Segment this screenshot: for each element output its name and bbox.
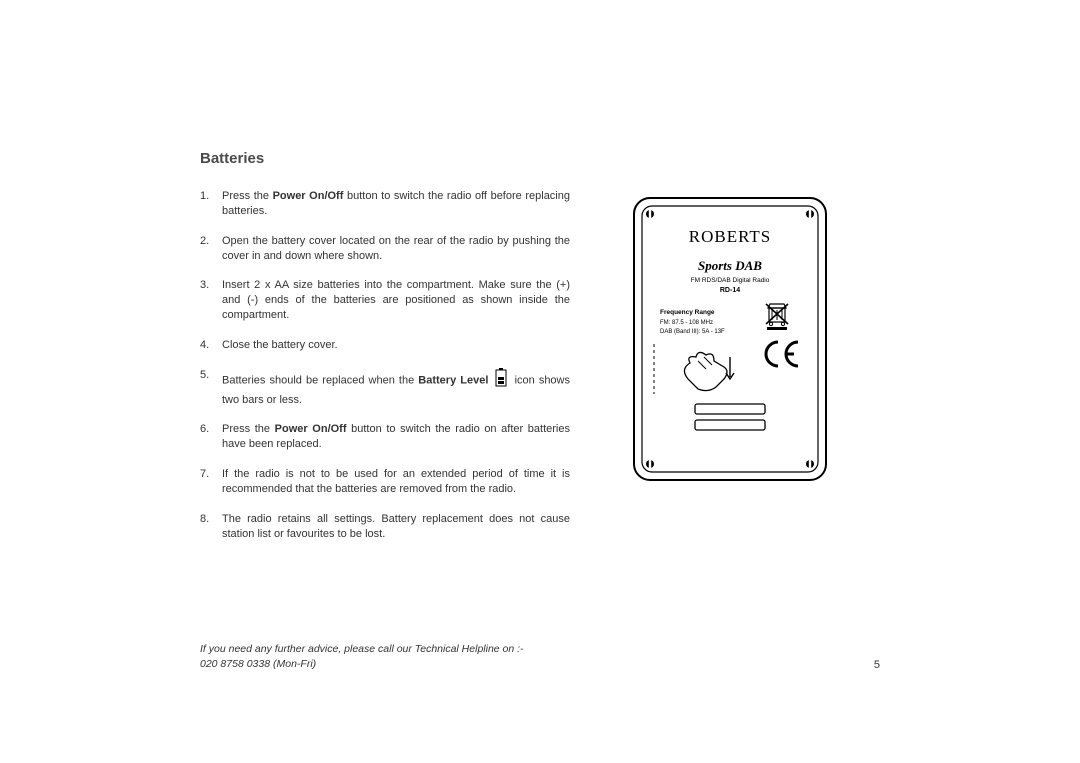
page-number: 5 (874, 659, 880, 671)
battery-level-label: Battery Level (418, 374, 488, 386)
helpline-footer: If you need any further advice, please c… (200, 642, 524, 674)
battery-slot (695, 420, 765, 430)
step-7: If the radio is not to be used for an ex… (200, 467, 570, 497)
step-text: Press the (222, 423, 275, 435)
step-6: Press the Power On/Off button to switch … (200, 422, 570, 452)
product-text: Sports DAB (698, 258, 762, 273)
content-row: Press the Power On/Off button to switch … (200, 189, 885, 557)
step-text: Open the battery cover located on the re… (222, 235, 570, 262)
device-illustration: ROBERTS Sports DAB FM RDS/DAB Digital Ra… (630, 194, 830, 484)
step-text: Press the (222, 190, 273, 202)
battery-level-icon (494, 368, 508, 393)
step-4: Close the battery cover. (200, 338, 570, 353)
step-5: Batteries should be replaced when the Ba… (200, 368, 570, 408)
manual-page: Batteries Press the Power On/Off button … (0, 0, 1080, 763)
power-onoff-label: Power On/Off (273, 190, 344, 202)
illustration-column: ROBERTS Sports DAB FM RDS/DAB Digital Ra… (630, 189, 870, 557)
instructions-column: Press the Power On/Off button to switch … (200, 189, 570, 557)
section-title: Batteries (200, 150, 885, 167)
step-text: If the radio is not to be used for an ex… (222, 468, 570, 495)
step-text: Batteries should be replaced when the (222, 374, 418, 386)
step-1: Press the Power On/Off button to switch … (200, 189, 570, 219)
footer-line1: If you need any further advice, please c… (200, 642, 524, 658)
freq-fm: FM: 87.5 - 108 MHz (660, 320, 713, 326)
freq-label: Frequency Range (660, 309, 715, 316)
footer-line2: 020 8758 0338 (Mon-Fri) (200, 657, 524, 673)
battery-slot (695, 404, 765, 414)
step-text: The radio retains all settings. Battery … (222, 513, 570, 540)
step-2: Open the battery cover located on the re… (200, 234, 570, 264)
step-3: Insert 2 x AA size batteries into the co… (200, 278, 570, 323)
model-text: RD-14 (720, 287, 740, 294)
steps-list: Press the Power On/Off button to switch … (200, 189, 570, 542)
brand-text: ROBERTS (689, 227, 772, 246)
subtitle-text: FM RDS/DAB Digital Radio (691, 277, 770, 284)
step-text: Insert 2 x AA size batteries into the co… (222, 279, 570, 321)
power-onoff-label: Power On/Off (275, 423, 347, 435)
freq-dab: DAB (Band III): 5A - 13F (660, 329, 725, 335)
step-text: Close the battery cover. (222, 339, 338, 351)
step-8: The radio retains all settings. Battery … (200, 512, 570, 542)
